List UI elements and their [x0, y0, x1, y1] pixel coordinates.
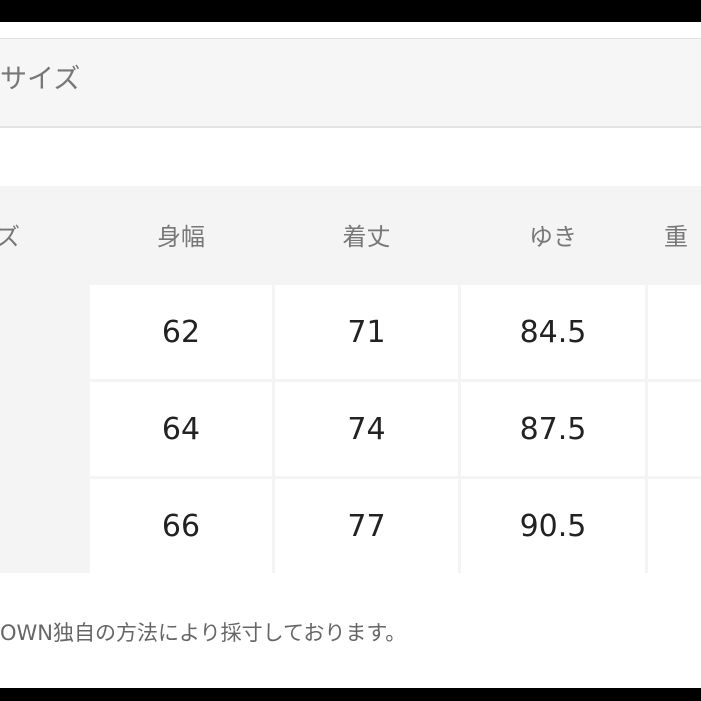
data-cell: 87.5	[461, 382, 645, 476]
data-cell	[648, 285, 701, 379]
data-cell: 84.5	[461, 285, 645, 379]
header-cell: ズ	[0, 186, 88, 282]
data-cell	[648, 479, 701, 573]
note: OWN独自の方法により採寸しております。	[0, 621, 407, 645]
data-cell: 66	[90, 479, 272, 573]
header-cell: 身幅	[90, 186, 272, 282]
data-cell: 74	[275, 382, 458, 476]
header-cell: 着丈	[275, 186, 458, 282]
data-cell: 90.5	[461, 479, 645, 573]
header-cell: 重	[648, 186, 701, 282]
section-bar	[0, 38, 701, 128]
data-cell: 64	[90, 382, 272, 476]
header-cell: ゆき	[461, 186, 645, 282]
page: サイズ ズ身幅 着丈 ゆき重 62 71 84.5 64 74 87.5 66 77 90.5 OWN…	[0, 22, 701, 688]
data-cell	[648, 382, 701, 476]
section-title: サイズ	[0, 64, 81, 95]
data-cell: 77	[275, 479, 458, 573]
data-cell: 71	[275, 285, 458, 379]
data-cell: 62	[90, 285, 272, 379]
